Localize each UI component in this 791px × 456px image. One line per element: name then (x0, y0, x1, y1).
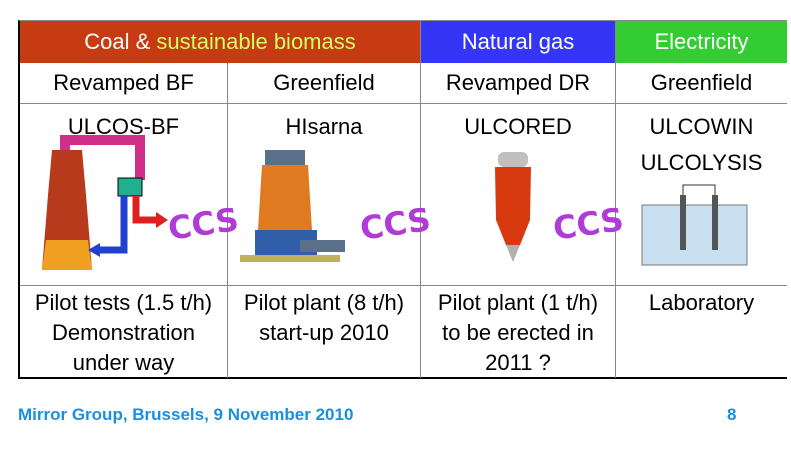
cell-text: 2011 ? (485, 350, 551, 375)
process-cell: ULCORED (421, 109, 615, 179)
cell-text: start-up 2010 (259, 320, 389, 345)
table (18, 20, 787, 379)
process-cell: ULCOWIN ULCOLYSIS (616, 109, 787, 179)
cell-text: Pilot plant (8 t/h) (243, 290, 405, 315)
footer-text: Mirror Group, Brussels, 9 November 2010 (18, 405, 354, 424)
process-cell: ULCOS-BF (20, 109, 227, 179)
cell-text: Greenfield (650, 70, 753, 95)
header-text: Coal & (84, 29, 157, 54)
header-text: sustainable biomass (156, 29, 356, 54)
cell-text: Revamped DR (445, 70, 591, 95)
col-line (420, 21, 421, 378)
header-gas: Natural gas (421, 21, 615, 63)
header-text: Natural gas (461, 29, 575, 54)
status-cell: Laboratory (616, 288, 787, 378)
row-line (20, 285, 787, 286)
col-line (615, 21, 616, 378)
status-cell: Pilot plant (8 t/h) start-up 2010 (228, 288, 420, 378)
cell-text: ULCORED (464, 114, 572, 139)
route-cell: Revamped DR (421, 63, 615, 103)
cell-text: Pilot plant (1 t/h) (437, 290, 599, 315)
cell-text: Greenfield (273, 70, 375, 95)
status-cell: Pilot tests (1.5 t/h) Demonstration under … (20, 288, 227, 378)
cell-text: Revamped BF (53, 70, 194, 95)
route-cell: Greenfield (616, 63, 787, 103)
header-electricity: Electricity (616, 21, 787, 63)
cell-text: ULCOS-BF (67, 114, 180, 139)
cell-text: ULCOLYSIS (640, 150, 763, 175)
route-cell: Greenfield (228, 63, 420, 103)
header-coal: Coal & sustainable biomass (20, 21, 420, 63)
cell-text: Laboratory (648, 290, 755, 315)
cell-text: HIsarna (285, 114, 363, 139)
cell-text: under way (72, 350, 175, 375)
process-cell: HIsarna (228, 109, 420, 179)
cell-text: Pilot tests (1.5 t/h) (34, 290, 213, 315)
row-line (20, 103, 787, 104)
col-line (227, 63, 228, 378)
status-cell: Pilot plant (1 t/h) to be erected in 2011 … (421, 288, 615, 378)
cell-text: Demonstration (51, 320, 196, 345)
route-cell: Revamped BF (20, 63, 227, 103)
page-number: 8 (727, 405, 737, 424)
cell-text: to be erected in (442, 320, 594, 345)
header-text: Electricity (654, 29, 749, 54)
cell-text: ULCOWIN (649, 114, 754, 139)
